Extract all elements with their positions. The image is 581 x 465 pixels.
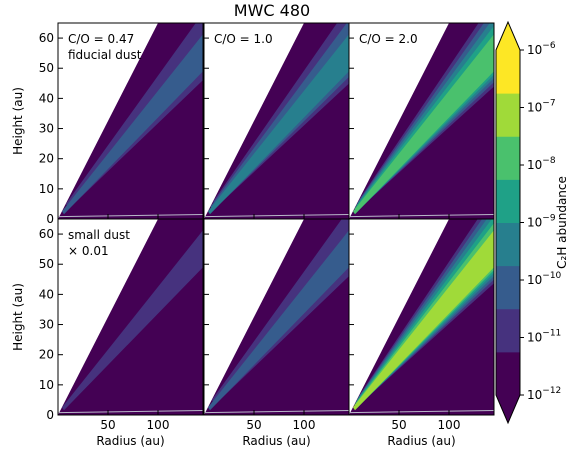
midplane-line: [203, 213, 350, 218]
y-tick-label: 60: [39, 227, 54, 241]
colorbar-extend-top: [496, 22, 520, 50]
y-axis-label: Height (au): [11, 87, 25, 155]
contour-level-6: [353, 230, 494, 411]
contour-bands: [353, 219, 494, 411]
colorbar-tick-label: 10−7: [527, 99, 556, 115]
contour-level-1: [62, 230, 203, 411]
midplane-line: [348, 213, 495, 218]
panel-label: C/O = 0.47: [68, 32, 134, 46]
colorbar-extend-bottom: [496, 395, 520, 423]
contour-level-1: [212, 219, 349, 406]
colorbar: 10−6 10−7 10−8 10−9 10−10 10−11 10−12 C₂H abund…: [495, 20, 569, 425]
panel-r1-c2: [348, 218, 495, 416]
colorbar-band-1: [496, 308, 520, 353]
midplane-line: [57, 409, 204, 414]
panel-frame: [57, 218, 204, 416]
colorbar-band-7: [496, 50, 520, 94]
panel-r0-c0: C/O = 0.47 fiducial dust: [57, 22, 204, 220]
panel-grid: C/O = 0.47 fiducial dust C/O = 1.0 C/O = 2.…: [57, 22, 495, 416]
contour-level-3: [208, 34, 349, 215]
x-axis-label: Radius (au): [387, 434, 455, 448]
y-tick-label: 60: [39, 31, 54, 45]
y-tick-label: 20: [39, 348, 54, 362]
contour-bands: [208, 219, 349, 411]
panel-label: C/O = 2.0: [359, 32, 418, 46]
contour-bands: [353, 23, 494, 215]
x-tick-label: 100: [438, 418, 461, 432]
colorbar-tick-label: 10−6: [527, 41, 556, 57]
y-tick-label: 50: [39, 257, 54, 271]
y-tick-label: 30: [39, 122, 54, 136]
colorbar-band-5: [496, 136, 520, 180]
panel-label: fiducial dust: [68, 48, 142, 62]
colorbar-tick-label: 10−11: [527, 329, 561, 345]
wedge-background: [58, 219, 203, 415]
panel-label: C/O = 1.0: [214, 32, 273, 46]
x-axis-label: Radius (au): [242, 434, 310, 448]
y-tick-label: 40: [39, 287, 54, 301]
x-tick-label: 50: [391, 418, 406, 432]
colorbar-tick-label: 10−9: [527, 214, 556, 230]
midplane-line: [203, 409, 350, 414]
colorbar-tick-label: 10−8: [527, 156, 556, 172]
y-tick-label: 10: [39, 378, 54, 392]
panel-label: × 0.01: [68, 244, 109, 258]
contour-bands: [208, 23, 349, 215]
contour-level-2: [210, 23, 349, 212]
x-axis-labels: 50 100 Radius (au) 50 100 Radius (au) 50 100 Rad…: [96, 418, 460, 448]
y-tick-label: 0: [46, 212, 54, 226]
panel-label: small dust: [68, 228, 130, 242]
panel-r1-c1: [203, 218, 350, 416]
midplane-line: [348, 409, 495, 414]
x-tick-label: 50: [100, 418, 115, 432]
contour-level-2: [62, 34, 203, 215]
colorbar-tick-label: 10−12: [527, 386, 561, 402]
panel-r0-c1: C/O = 1.0: [203, 22, 350, 220]
x-axis-label: Radius (au): [96, 434, 164, 448]
y-axis-label: Height (au): [11, 283, 25, 351]
x-tick-label: 100: [147, 418, 170, 432]
figure-title: MWC 480: [234, 1, 310, 20]
y-tick-label: 40: [39, 91, 54, 105]
colorbar-label: C₂H abundance: [555, 176, 569, 269]
contour-level-1: [66, 23, 203, 210]
y-tick-label: 50: [39, 61, 54, 75]
contour-level-5: [353, 34, 494, 215]
colorbar-band-3: [496, 222, 520, 267]
colorbar-band-6: [496, 93, 520, 137]
panel-frame: [348, 218, 495, 416]
colorbar-band-0: [496, 351, 520, 396]
x-tick-label: 100: [293, 418, 316, 432]
panel-r1-c0: small dust × 0.01: [57, 218, 204, 416]
y-tick-label: 30: [39, 318, 54, 332]
contour-bands: [62, 23, 203, 215]
panel-r0-c2: C/O = 2.0: [348, 22, 495, 220]
y-axis-labels: 0 10 20 30 40 50 60 Height (au) 0 10 20 30 40 50 60 Hei…: [11, 31, 54, 422]
contour-bands: [62, 230, 203, 411]
y-tick-label: 20: [39, 152, 54, 166]
colorbar-band-4: [496, 179, 520, 223]
contour-level-2: [208, 230, 349, 411]
colorbar-band-2: [496, 265, 520, 310]
x-tick-label: 50: [246, 418, 261, 432]
y-tick-label: 10: [39, 182, 54, 196]
midplane-line: [57, 213, 204, 218]
y-tick-label: 0: [46, 408, 54, 422]
colorbar-tick-label: 10−10: [527, 271, 562, 287]
